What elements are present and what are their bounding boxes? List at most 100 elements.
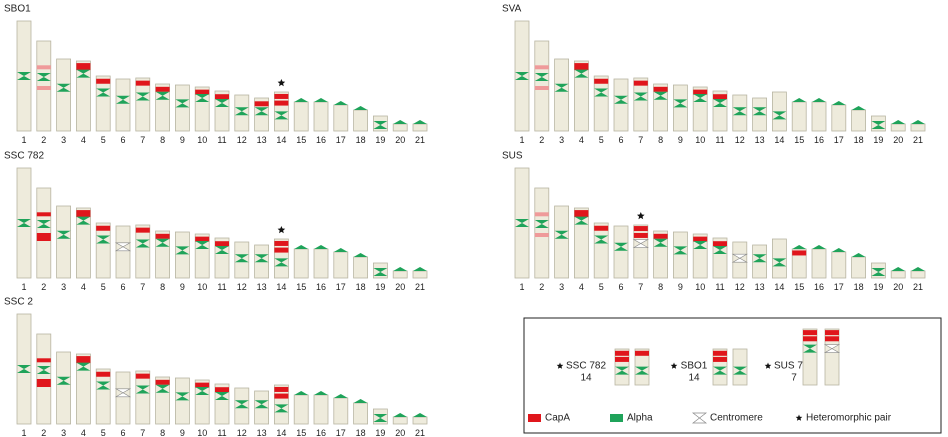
chromosome-label: 8 bbox=[658, 282, 663, 292]
panel-title: SUS bbox=[502, 151, 523, 162]
chromosome-label: 19 bbox=[873, 282, 883, 292]
chromosome-label: 9 bbox=[678, 282, 683, 292]
chromosome bbox=[116, 79, 130, 131]
chromosome-label: 2 bbox=[539, 282, 544, 292]
chromosome bbox=[812, 102, 826, 131]
chromosome bbox=[614, 226, 628, 278]
chromosome-label: 18 bbox=[356, 135, 366, 145]
chromosome-label: 15 bbox=[296, 135, 306, 145]
chromosome-label: 12 bbox=[237, 135, 247, 145]
alpha-cap bbox=[413, 120, 427, 124]
chromosome bbox=[175, 232, 189, 278]
chromosome-label: 10 bbox=[695, 282, 705, 292]
chromosome-label: 15 bbox=[296, 282, 306, 292]
capa-band bbox=[195, 90, 209, 95]
chromosome-label: 3 bbox=[61, 428, 66, 437]
alpha-cap bbox=[314, 98, 328, 102]
capa-band bbox=[535, 212, 549, 216]
chromosome-label: 13 bbox=[257, 428, 267, 437]
legend-label: Centromere bbox=[710, 413, 763, 424]
chromosome-label: 4 bbox=[81, 135, 86, 145]
chromosome-label: 9 bbox=[180, 135, 185, 145]
chromosome-label: 4 bbox=[81, 428, 86, 437]
chromosome bbox=[57, 59, 71, 131]
chromosome-label: 1 bbox=[21, 282, 26, 292]
capa-band bbox=[76, 210, 90, 217]
chromosome-label: 5 bbox=[599, 282, 604, 292]
chromosome bbox=[812, 249, 826, 278]
alpha-cap bbox=[334, 248, 348, 252]
chromosome bbox=[911, 124, 925, 131]
capa-band bbox=[274, 101, 288, 106]
chromosome bbox=[673, 232, 687, 278]
capa-band bbox=[574, 63, 588, 70]
chromosome-label: 1 bbox=[519, 135, 524, 145]
alpha-cap bbox=[393, 120, 407, 124]
capa-band bbox=[535, 233, 549, 237]
chromosome-label: 7 bbox=[140, 282, 145, 292]
chromosome-label: 1 bbox=[21, 428, 26, 437]
chromosome-label: 19 bbox=[375, 282, 385, 292]
chromosome-label: 16 bbox=[814, 282, 824, 292]
alpha-cap bbox=[314, 245, 328, 249]
chromosome-label: 1 bbox=[21, 135, 26, 145]
chromosome bbox=[96, 369, 110, 424]
chromosome-label: 13 bbox=[257, 135, 267, 145]
capa-band bbox=[136, 228, 150, 233]
chromosome bbox=[136, 225, 150, 278]
capa-band bbox=[594, 79, 608, 84]
chromosome bbox=[136, 371, 150, 424]
chromosome-label: 13 bbox=[755, 282, 765, 292]
alpha-cap bbox=[852, 106, 866, 110]
chromosome bbox=[891, 124, 905, 131]
chromosome-label: 14 bbox=[276, 428, 286, 437]
chromosome bbox=[354, 110, 368, 131]
capa-band bbox=[215, 241, 229, 246]
capa-band bbox=[713, 241, 727, 246]
chromosome-label: 6 bbox=[618, 282, 623, 292]
chromosome bbox=[413, 124, 427, 131]
chromosome-label: 3 bbox=[61, 282, 66, 292]
chromosome-label: 6 bbox=[120, 135, 125, 145]
chromosome-label: 9 bbox=[180, 282, 185, 292]
capa-band bbox=[37, 86, 51, 90]
alpha-cap bbox=[354, 399, 368, 403]
chromosome bbox=[294, 395, 308, 424]
chromosome bbox=[314, 249, 328, 278]
capa-band bbox=[255, 101, 269, 106]
capa-swatch bbox=[528, 414, 541, 422]
chromosome bbox=[393, 271, 407, 278]
capa-band bbox=[713, 351, 727, 356]
chromosome-label: 18 bbox=[854, 282, 864, 292]
capa-band bbox=[37, 358, 51, 362]
chromosome-label: 17 bbox=[336, 135, 346, 145]
chromosome-label: 12 bbox=[237, 428, 247, 437]
chromosome bbox=[832, 105, 846, 131]
chromosome-label: 4 bbox=[81, 282, 86, 292]
alpha-swatch bbox=[610, 414, 623, 422]
panel-title: SVA bbox=[502, 4, 522, 15]
chromosome-label: 20 bbox=[893, 282, 903, 292]
chromosome-label: 4 bbox=[579, 282, 584, 292]
capa-band bbox=[693, 237, 707, 242]
alpha-cap bbox=[413, 267, 427, 271]
example-name: SSC 782 bbox=[566, 361, 606, 372]
panel-title: SSC 782 bbox=[4, 151, 44, 162]
chromosome bbox=[911, 271, 925, 278]
capa-band bbox=[615, 357, 629, 362]
capa-band bbox=[615, 351, 629, 356]
capa-band bbox=[654, 234, 668, 239]
chromosome-label: 11 bbox=[715, 135, 724, 145]
heteromorphic-star bbox=[278, 226, 286, 233]
capa-band bbox=[76, 356, 90, 363]
chromosome-label: 12 bbox=[735, 282, 745, 292]
chromosome-label: 9 bbox=[180, 428, 185, 437]
chromosome bbox=[116, 226, 130, 278]
chromosome-label: 16 bbox=[814, 135, 824, 145]
alpha-cap bbox=[393, 413, 407, 417]
chromosome bbox=[614, 79, 628, 131]
capa-band bbox=[37, 65, 51, 69]
chromosome bbox=[594, 223, 608, 278]
chromosome-label: 7 bbox=[638, 282, 643, 292]
capa-band bbox=[713, 357, 727, 362]
